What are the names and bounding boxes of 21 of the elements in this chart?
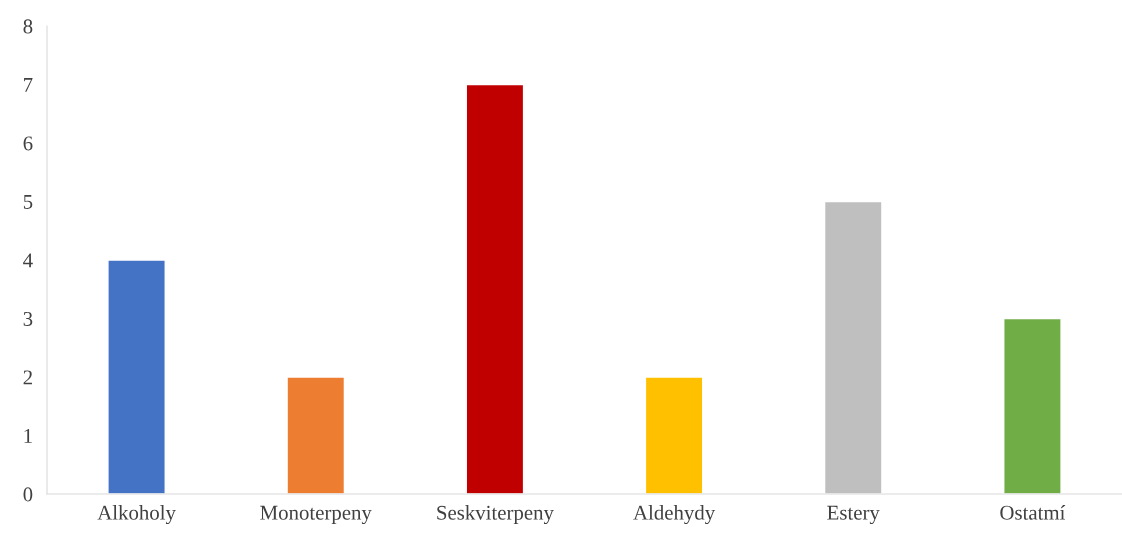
y-tick-label: 8 [23, 19, 33, 34]
x-tick-label: Aldehydy [633, 505, 716, 525]
x-tick-label: Seskviterpeny [437, 505, 554, 525]
y-tick-label: 7 [24, 78, 33, 92]
bar [465, 83, 525, 494]
y-tick-label: 6 [23, 136, 33, 151]
y-tick-label: 1 [24, 428, 32, 443]
bar [1003, 317, 1062, 494]
y-tick-label: 5 [23, 195, 33, 209]
y-tick-label: 3 [23, 311, 33, 326]
y-tick-label: 4 [23, 253, 33, 268]
bar [644, 376, 704, 494]
x-tick-label: Estery [827, 505, 880, 524]
y-tick-label: 2 [23, 370, 32, 385]
x-tick-label: Monoterpeny [260, 505, 372, 524]
bar [286, 376, 346, 494]
x-tick-label: Alkoholy [97, 505, 176, 525]
x-tick-label: Ostatmí [1000, 505, 1066, 520]
y-tick-label: 0 [23, 487, 33, 502]
bar [823, 200, 883, 494]
bar [107, 259, 166, 494]
